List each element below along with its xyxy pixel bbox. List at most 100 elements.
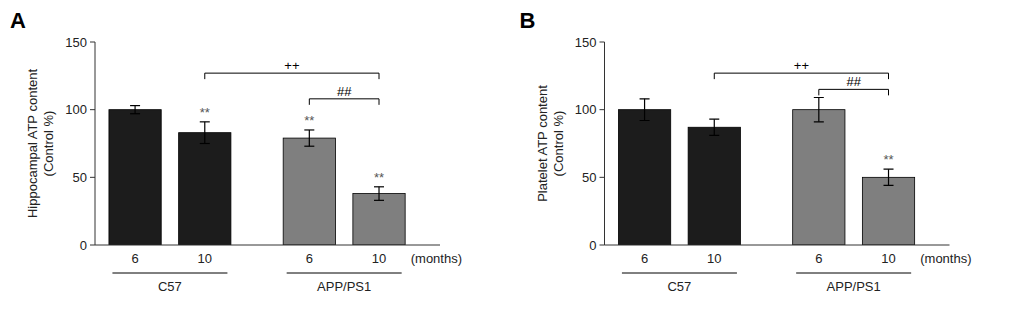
sig-label: ** <box>200 105 210 120</box>
error-bar <box>304 130 314 146</box>
y-tick-label: 100 <box>575 102 597 117</box>
y-axis-label-line: Platelet ATP content <box>535 85 550 202</box>
bar <box>353 194 405 245</box>
bar <box>283 138 335 245</box>
error-line <box>714 119 715 135</box>
error-cap <box>640 120 650 121</box>
error-line <box>204 122 205 144</box>
y-tick-label: 100 <box>65 102 87 117</box>
y-tick <box>90 42 95 43</box>
x-tick-label: 10 <box>198 251 212 266</box>
y-tick <box>600 42 605 43</box>
group-line <box>796 273 911 274</box>
y-tick-label: 0 <box>589 238 596 253</box>
x-tick-label: 10 <box>881 251 895 266</box>
error-line <box>888 169 889 185</box>
error-bar <box>130 106 140 114</box>
sig-label: ** <box>883 152 893 167</box>
group-label: APP/PS1 <box>827 279 881 294</box>
bar <box>862 177 914 245</box>
group-label: C57 <box>158 279 182 294</box>
bar <box>618 110 670 245</box>
error-cap <box>640 98 650 99</box>
y-axis-label: Hippocampal ATP content(Control %) <box>25 69 56 218</box>
error-cap <box>304 146 314 147</box>
x-axis <box>605 245 950 246</box>
y-axis-label-line: Hippocampal ATP content <box>25 69 40 218</box>
y-axis-label: Platelet ATP content(Control %) <box>535 85 566 202</box>
bracket-label: ## <box>337 84 352 99</box>
bar <box>109 110 161 245</box>
error-bar <box>200 122 210 144</box>
error-cap <box>304 129 314 130</box>
bar <box>793 110 845 245</box>
error-cap <box>200 121 210 122</box>
y-axis <box>604 42 605 245</box>
bar <box>688 127 740 245</box>
error-cap <box>374 200 384 201</box>
x-axis-label: (months) <box>411 251 462 266</box>
bracket <box>309 99 379 105</box>
bracket <box>714 73 888 79</box>
error-bar <box>709 119 719 135</box>
y-axis-label-line: (Control %) <box>41 111 56 177</box>
error-line <box>644 99 645 121</box>
y-tick-label: 50 <box>73 170 87 185</box>
y-tick <box>90 177 95 178</box>
panel: 0 50 100 150 ** ** ** ++ ## 6 10 6 10 (months) C57 APP/… <box>10 8 462 294</box>
bracket <box>205 73 379 79</box>
x-tick-label: 10 <box>372 251 386 266</box>
error-cap <box>200 143 210 144</box>
bracket-label: ++ <box>284 58 299 73</box>
bracket-label: ## <box>846 74 861 89</box>
error-cap <box>709 119 719 120</box>
sig-label: ** <box>304 113 314 128</box>
panel-title: A <box>10 8 26 33</box>
bracket-label: ++ <box>794 58 809 73</box>
group-line <box>287 273 402 274</box>
y-tick <box>600 177 605 178</box>
x-tick-label: 6 <box>641 251 648 266</box>
error-line <box>378 187 379 201</box>
x-axis-label: (months) <box>920 251 971 266</box>
error-cap <box>374 186 384 187</box>
x-tick-label: 6 <box>131 251 138 266</box>
x-tick-label: 10 <box>707 251 721 266</box>
error-bar <box>374 187 384 201</box>
y-axis-label-line: (Control %) <box>551 111 566 177</box>
error-line <box>134 106 135 114</box>
error-cap <box>814 121 824 122</box>
y-tick-label: 50 <box>582 170 596 185</box>
group-label: APP/PS1 <box>317 279 371 294</box>
bracket <box>819 89 889 95</box>
bars <box>618 97 914 245</box>
x-tick-label: 6 <box>815 251 822 266</box>
bar <box>179 133 231 245</box>
y-tick <box>600 109 605 110</box>
figure: 050100150******++##610610(months)C57APP/… <box>0 0 1019 336</box>
error-cap <box>884 169 894 170</box>
x-axis <box>95 245 440 246</box>
bars <box>109 106 405 245</box>
error-cap <box>709 135 719 136</box>
group-line <box>112 273 227 274</box>
y-tick-label: 0 <box>80 238 87 253</box>
y-tick <box>90 245 95 246</box>
error-cap <box>884 185 894 186</box>
sig-label: ** <box>374 170 384 185</box>
x-tick-label: 6 <box>306 251 313 266</box>
y-tick <box>90 109 95 110</box>
panel: 050100150**++##610610(months)C57APP/PS1P… <box>520 8 972 294</box>
error-bar <box>884 169 894 185</box>
error-cap <box>814 97 824 98</box>
error-line <box>309 130 310 146</box>
error-bar <box>814 97 824 121</box>
error-cap <box>130 113 140 114</box>
y-tick <box>600 245 605 246</box>
panel-title: B <box>520 8 536 33</box>
error-cap <box>130 105 140 106</box>
group-label: C57 <box>667 279 691 294</box>
group-line <box>622 273 737 274</box>
error-bar <box>640 99 650 121</box>
y-tick-label: 150 <box>65 35 87 50</box>
